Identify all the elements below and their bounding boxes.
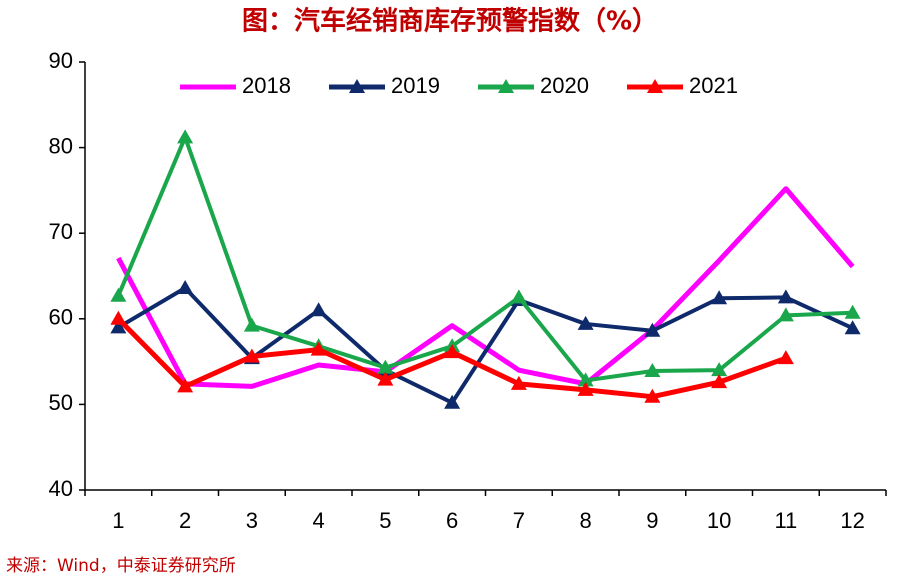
- point-marker: [777, 307, 794, 322]
- x-tick-label: 12: [840, 508, 864, 533]
- series-line: [116, 135, 853, 383]
- y-tick-label: 70: [49, 219, 73, 244]
- legend-marker: [498, 79, 514, 93]
- point-marker: [177, 279, 194, 294]
- point-marker: [577, 315, 594, 330]
- point-marker: [310, 302, 327, 317]
- x-tick-label: 2: [179, 508, 191, 533]
- point-marker: [110, 319, 127, 334]
- point-marker: [711, 374, 728, 389]
- series-line: [116, 186, 855, 389]
- x-tick-label: 3: [246, 508, 258, 533]
- point-marker: [644, 322, 661, 337]
- y-tick-label: 90: [49, 48, 73, 73]
- point-marker: [243, 348, 260, 363]
- legend-marker: [647, 79, 663, 93]
- point-marker: [644, 363, 661, 378]
- point-marker: [310, 341, 327, 356]
- x-tick-label: 6: [446, 508, 458, 533]
- point-marker: [110, 310, 127, 325]
- x-tick-label: 11: [774, 508, 797, 533]
- x-tick-label: 4: [313, 508, 325, 533]
- point-marker: [444, 344, 461, 359]
- y-tick-label: 80: [49, 133, 73, 158]
- point-marker: [711, 362, 728, 377]
- point-marker: [444, 394, 461, 409]
- series-line: [117, 285, 854, 405]
- chart-title: 图：汽车经销商库存预警指数（%）: [242, 6, 658, 37]
- point-marker: [777, 289, 794, 304]
- point-marker: [844, 320, 861, 335]
- point-marker: [377, 371, 394, 386]
- point-marker: [844, 304, 861, 319]
- point-marker: [577, 372, 594, 387]
- point-marker: [377, 359, 394, 374]
- x-tick-label: 7: [513, 508, 525, 533]
- x-tick-label: 10: [707, 508, 731, 533]
- point-marker: [243, 317, 260, 332]
- point-marker: [510, 289, 527, 304]
- point-marker: [777, 350, 794, 365]
- point-marker: [577, 381, 594, 396]
- legend-label: 2018: [242, 73, 291, 98]
- y-tick-label: 50: [49, 390, 73, 415]
- legend-label: 2020: [540, 73, 589, 98]
- point-marker: [644, 388, 661, 403]
- point-marker: [177, 129, 194, 144]
- legend-label: 2019: [391, 73, 440, 98]
- legend-marker: [349, 79, 365, 93]
- y-tick-label: 40: [49, 476, 73, 501]
- point-marker: [510, 375, 527, 390]
- legend-label: 2021: [689, 73, 738, 98]
- x-tick-label: 8: [580, 508, 592, 533]
- point-marker: [177, 378, 194, 393]
- point-marker: [711, 290, 728, 305]
- y-tick-label: 60: [49, 305, 73, 330]
- x-tick-label: 5: [379, 508, 391, 533]
- source-note: 来源：Wind，中泰证券研究所: [6, 556, 236, 576]
- x-tick-label: 9: [646, 508, 658, 533]
- x-tick-label: 1: [112, 508, 124, 533]
- point-marker: [110, 287, 127, 302]
